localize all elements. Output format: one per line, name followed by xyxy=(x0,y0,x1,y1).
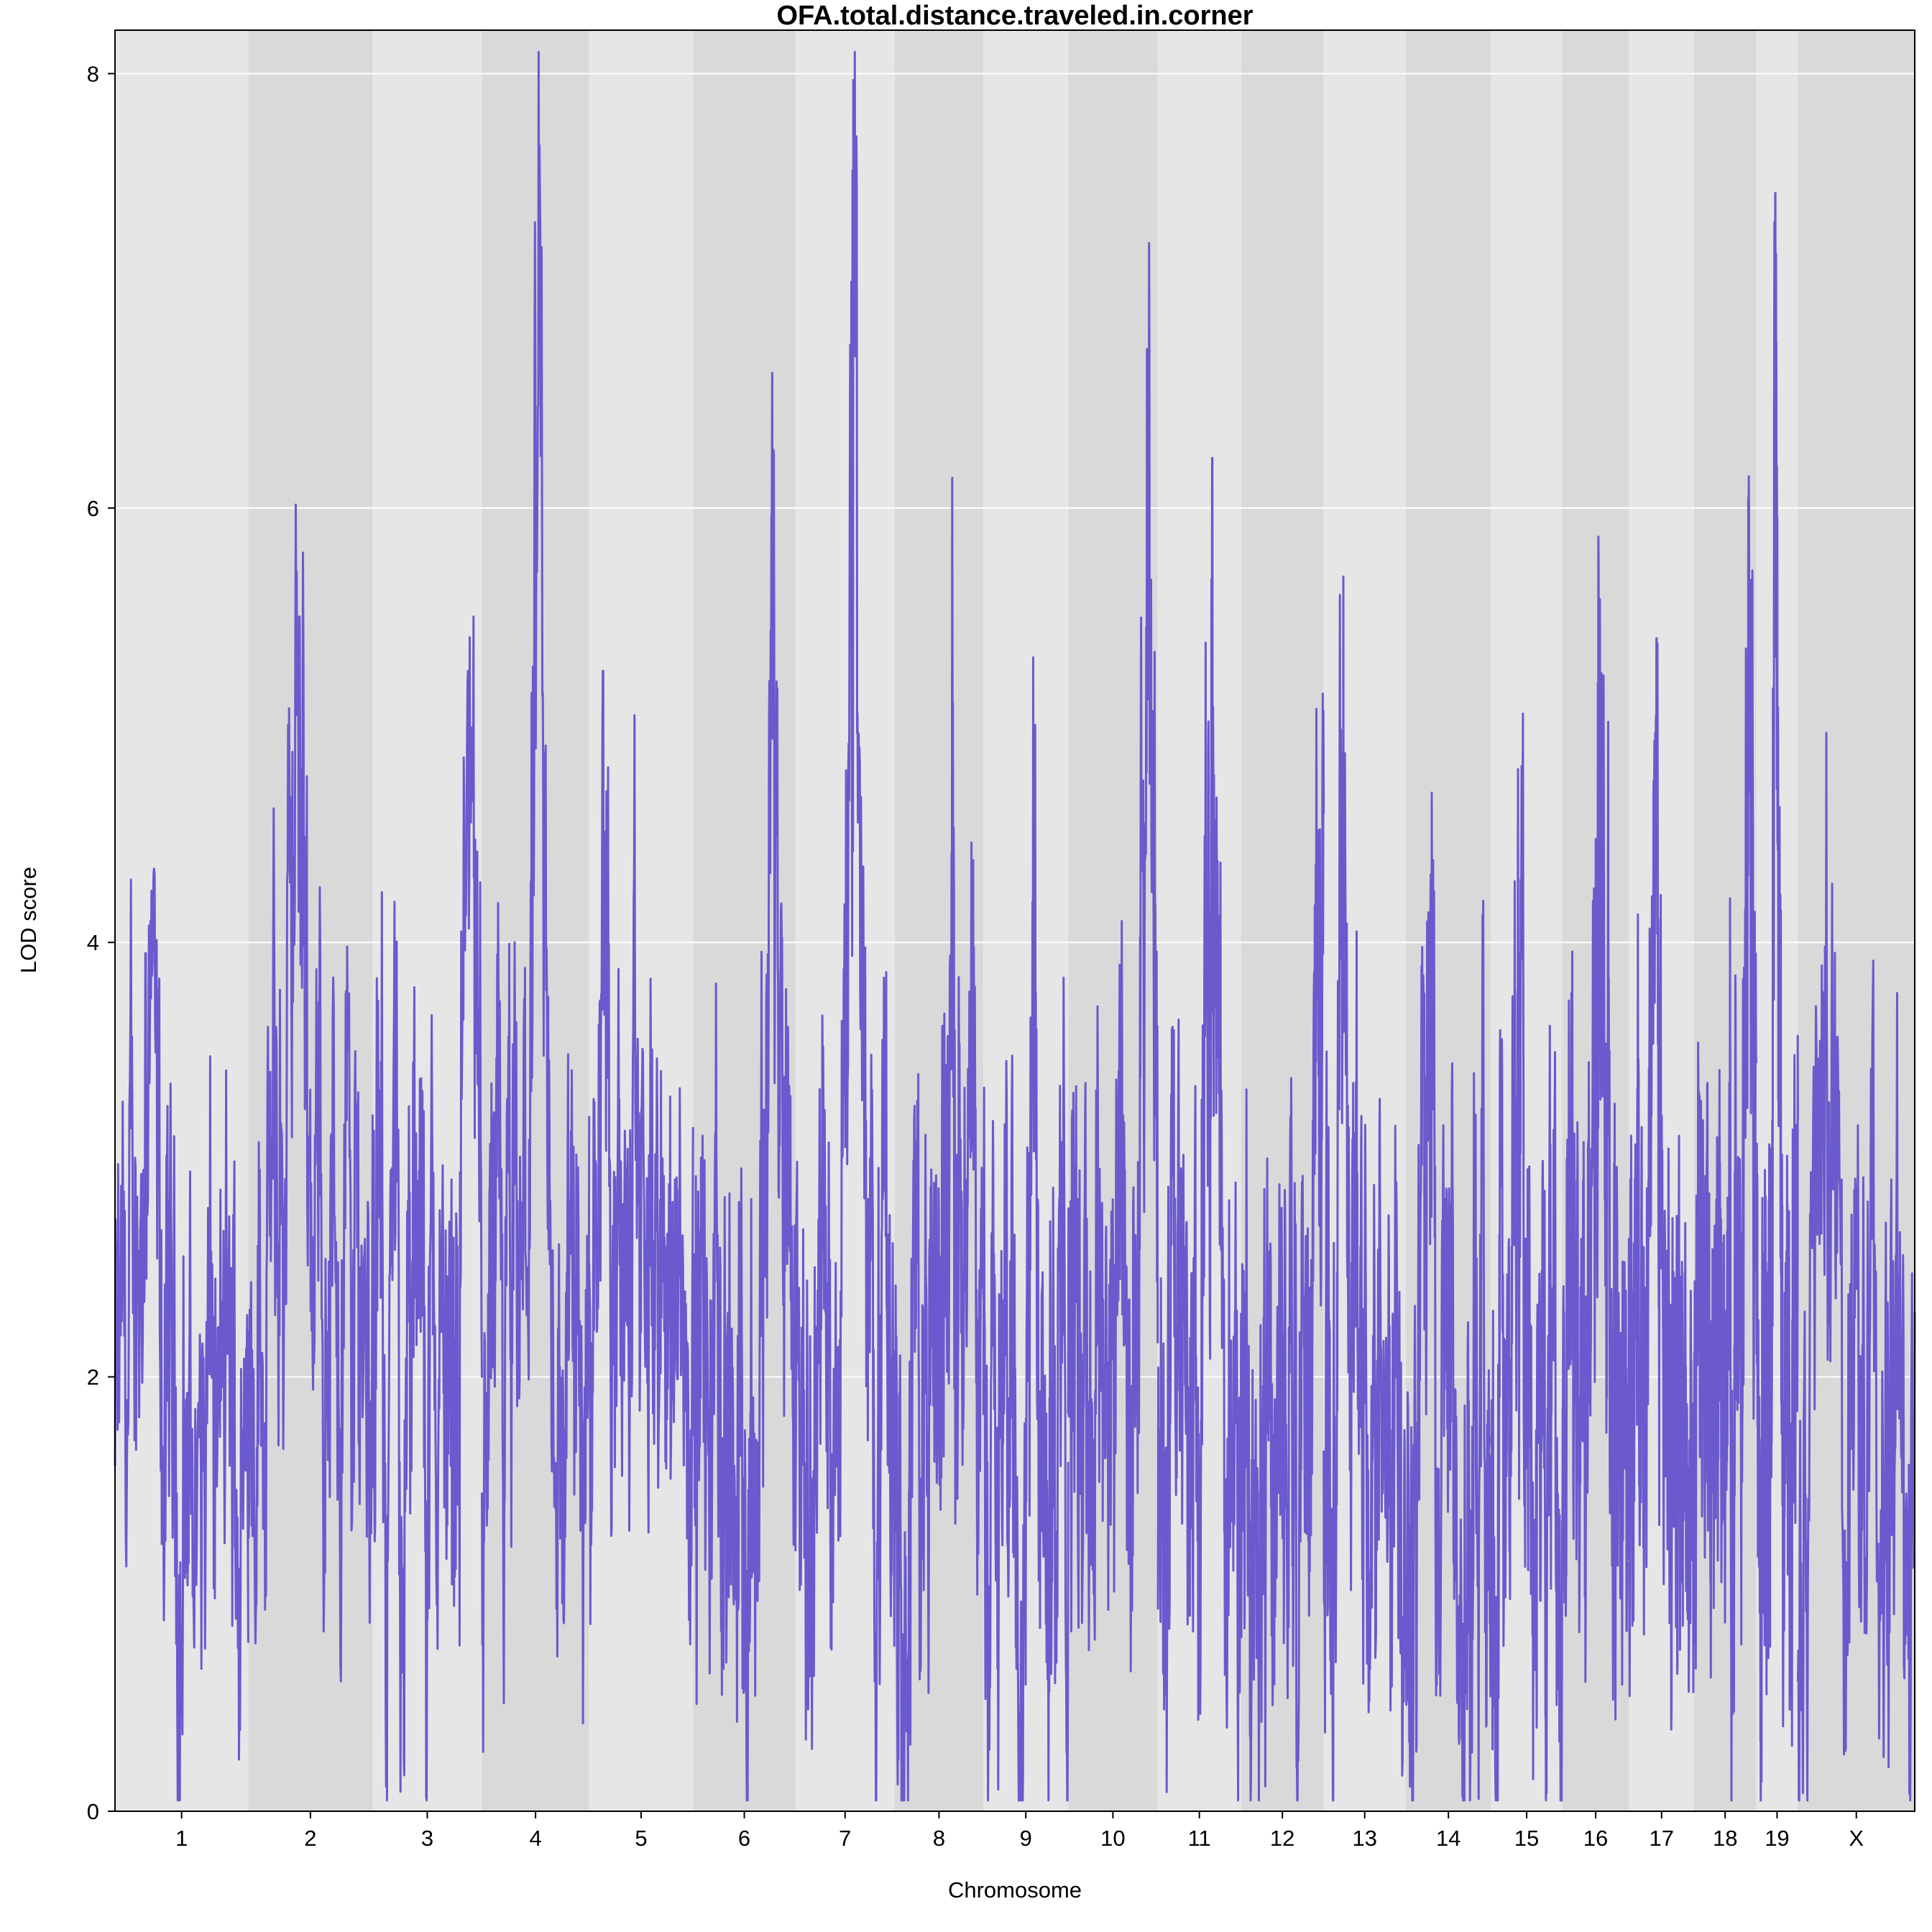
x-tick-label-11: 11 xyxy=(1188,1826,1211,1851)
lod-line-chr-13 xyxy=(1322,575,1407,1802)
x-tick-label-1: 1 xyxy=(175,1826,188,1851)
lod-line-chr-8 xyxy=(893,477,985,1802)
lod-series xyxy=(114,50,1916,1802)
lod-line-chr-11 xyxy=(1156,456,1243,1802)
x-tick-label-8: 8 xyxy=(933,1826,945,1851)
x-tick-label-19: 19 xyxy=(1765,1826,1789,1851)
band-chr-1 xyxy=(115,30,249,1811)
x-tick-label-18: 18 xyxy=(1713,1826,1737,1851)
x-tick-label-7: 7 xyxy=(839,1826,851,1851)
y-axis: 0 2 4 6 8 xyxy=(87,61,115,1824)
lod-line-chr-3 xyxy=(371,615,483,1802)
lod-line-chr-10 xyxy=(1067,242,1159,1673)
x-tick-label-3: 3 xyxy=(421,1826,433,1851)
lod-line-chr-14 xyxy=(1404,791,1493,1802)
lod-line-chr-15 xyxy=(1490,712,1563,1802)
plot-frame xyxy=(114,29,1915,1812)
y-tick-label-4: 4 xyxy=(87,930,99,955)
lod-line-chr-6 xyxy=(691,372,797,1802)
band-chr-X xyxy=(1798,30,1915,1811)
y-tick-label-6: 6 xyxy=(87,496,99,521)
lod-line-chr-9 xyxy=(982,656,1070,1802)
x-tick-label-10: 10 xyxy=(1100,1826,1125,1851)
x-tick-label-14: 14 xyxy=(1436,1826,1460,1851)
lod-line-chr-X xyxy=(1796,732,1916,1802)
x-tick-label-16: 16 xyxy=(1583,1826,1608,1851)
y-tick-label-0: 0 xyxy=(87,1799,99,1824)
lod-line-chr-1 xyxy=(114,868,249,1802)
y-tick-label-8: 8 xyxy=(87,61,99,86)
x-tick-label-2: 2 xyxy=(304,1826,316,1851)
x-tick-label-4: 4 xyxy=(529,1826,541,1851)
x-tick-label-6: 6 xyxy=(738,1826,750,1851)
lod-line-chr-17 xyxy=(1628,637,1696,1731)
y-tick-label-2: 2 xyxy=(87,1365,99,1390)
lod-line-chr-4 xyxy=(481,50,591,1753)
x-tick-label-5: 5 xyxy=(635,1826,647,1851)
lod-line-chr-7 xyxy=(794,50,896,1802)
x-tick-label-X: X xyxy=(1849,1826,1864,1851)
x-axis-title: Chromosome xyxy=(948,1877,1082,1903)
x-tick-label-9: 9 xyxy=(1020,1826,1032,1851)
x-tick-label-15: 15 xyxy=(1514,1826,1539,1851)
lod-line-chr-16 xyxy=(1561,535,1631,1721)
lod-line-chr-12 xyxy=(1240,692,1325,1802)
lod-line-chr-2 xyxy=(247,503,374,1683)
x-tick-label-13: 13 xyxy=(1352,1826,1376,1851)
chart-title: OFA.total.distance.traveled.in.corner xyxy=(776,1,1253,31)
lod-line-chr-5 xyxy=(588,670,694,1646)
lod-line-chr-18 xyxy=(1693,475,1757,1802)
x-axis: 1 2 3 4 5 6 7 8 9 10 11 12 13 14 15 16 17 18 19 X xyxy=(175,1811,1864,1851)
x-tick-label-12: 12 xyxy=(1270,1826,1294,1851)
y-axis-title: LOD score xyxy=(16,867,41,973)
x-tick-label-17: 17 xyxy=(1650,1826,1674,1851)
lod-line-chr-19 xyxy=(1755,192,1799,1802)
